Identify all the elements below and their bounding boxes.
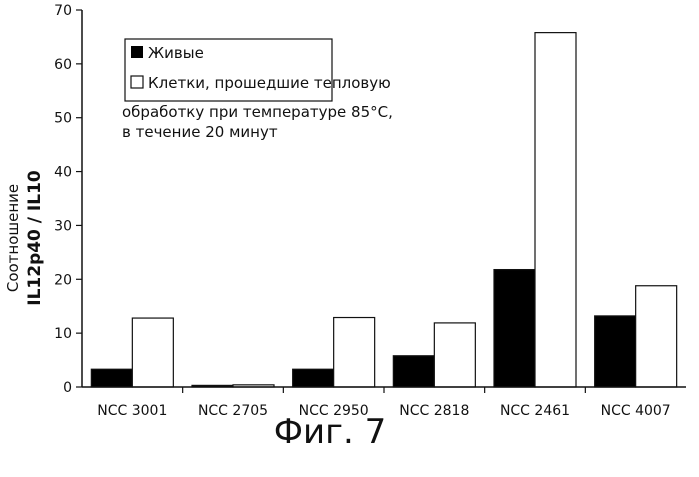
bar-live-ncc-3001 (91, 369, 132, 387)
y-axis-title-line2: IL12p40 / IL10 (25, 170, 45, 306)
bar-live-ncc-2461 (494, 270, 535, 387)
x-tick-label: NCC 2705 (198, 403, 268, 419)
y-tick-label: 0 (63, 380, 72, 396)
figure-caption: Фиг. 7 (274, 412, 386, 452)
bar-live-ncc-2818 (393, 356, 434, 387)
legend-swatch-live (131, 46, 143, 58)
legend-label-heated-line3: в течение 20 минут (122, 123, 278, 141)
x-tick-label: NCC 2818 (399, 403, 469, 419)
legend-label-live: Живые (148, 44, 204, 62)
bar-live-ncc-4007 (595, 316, 636, 387)
y-axis-title-line1: Соотношение (4, 184, 22, 292)
bar-heated-ncc-2818 (434, 323, 475, 387)
y-axis-title: Соотношение (4, 184, 22, 292)
y-axis-title-2: IL12p40 / IL10 (25, 170, 45, 306)
legend-label-heated-line1: Клетки, прошедшие тепловую (148, 74, 391, 92)
x-tick-label: NCC 4007 (601, 403, 671, 419)
y-tick-label: 70 (54, 3, 72, 19)
legend-label-heated-line2: обработку при температуре 85°C, (122, 103, 393, 121)
bar-live-ncc-2950 (293, 369, 334, 387)
legend: Живые Клетки, прошедшие тепловую обработ… (122, 39, 393, 141)
bar-heated-ncc-4007 (636, 286, 677, 387)
y-tick-label: 60 (54, 57, 72, 73)
x-tick-label: NCC 3001 (97, 403, 167, 419)
y-tick-label: 10 (54, 326, 72, 342)
y-tick-label: 40 (54, 165, 72, 181)
y-tick-label: 30 (54, 218, 72, 234)
bar-heated-ncc-2950 (334, 318, 375, 387)
y-tick-label: 20 (54, 272, 72, 288)
x-tick-label: NCC 2461 (500, 403, 570, 419)
bar-heated-ncc-3001 (132, 318, 173, 387)
bar-heated-ncc-2461 (535, 33, 576, 387)
y-tick-label: 50 (54, 111, 72, 127)
y-axis-ticks: 0 10 20 30 40 50 60 70 (54, 3, 82, 396)
legend-swatch-heated (131, 76, 143, 88)
